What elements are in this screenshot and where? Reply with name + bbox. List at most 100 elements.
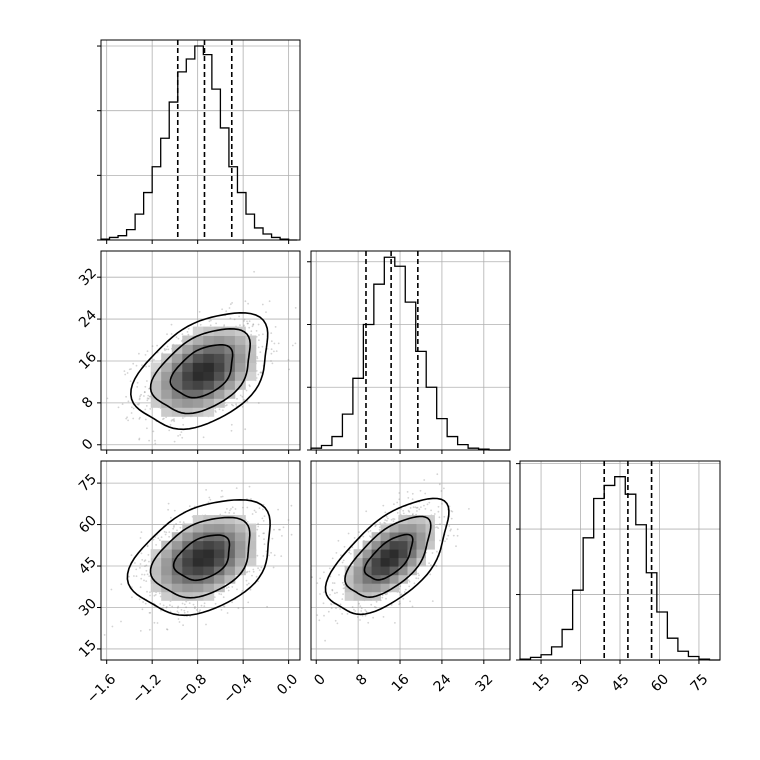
scatter-point: [423, 479, 426, 481]
scatter-point: [407, 497, 410, 499]
scatter-point: [147, 554, 150, 556]
scatter-point: [331, 588, 334, 591]
scatter-point: [419, 489, 422, 492]
scatter-point: [417, 572, 419, 575]
scatter-point: [177, 605, 180, 608]
scatter-point: [258, 339, 260, 342]
density-cell: [192, 362, 204, 372]
scatter-point: [402, 597, 405, 600]
density-cell: [213, 353, 225, 363]
density-cell: [416, 532, 426, 542]
density-cell: [389, 532, 399, 542]
scatter-point: [294, 307, 297, 309]
density-cell: [224, 326, 236, 336]
scatter-point: [233, 318, 236, 321]
density-cell: [203, 380, 215, 390]
scatter-point: [145, 569, 148, 572]
scatter-point: [186, 331, 189, 333]
scatter-point: [356, 616, 359, 618]
density-cell: [224, 574, 236, 584]
density-cell: [380, 532, 390, 542]
scatter-point: [149, 395, 151, 398]
scatter-point: [176, 610, 179, 613]
scatter-point: [148, 628, 151, 631]
pair-panel-body: [101, 251, 300, 450]
scatter-point: [179, 521, 182, 523]
scatter-point: [271, 537, 274, 540]
scatter-point: [339, 603, 342, 606]
density-cell: [213, 380, 225, 390]
density-cell: [224, 557, 236, 567]
scatter-point: [182, 624, 185, 627]
scatter-point: [153, 621, 156, 624]
scatter-point: [231, 601, 234, 604]
scatter-point: [146, 350, 149, 353]
scatter-point: [359, 605, 362, 607]
scatter-point: [182, 521, 185, 524]
x-tick-label: 0: [311, 671, 329, 689]
density-cell: [245, 371, 257, 381]
scatter-point: [407, 579, 410, 582]
scatter-point: [170, 333, 173, 335]
density-cell: [213, 362, 225, 372]
scatter-point: [120, 583, 123, 586]
scatter-point: [221, 308, 224, 311]
scatter-point: [418, 508, 421, 511]
scatter-point: [110, 588, 113, 591]
scatter-point: [305, 595, 307, 597]
scatter-point: [194, 606, 196, 608]
scatter-point: [214, 602, 217, 605]
scatter-point: [237, 607, 240, 610]
scatter-point: [261, 517, 264, 520]
scatter-point: [379, 522, 382, 524]
scatter-point: [123, 370, 126, 372]
density-cell: [150, 389, 162, 399]
scatter-point: [140, 531, 143, 533]
scatter-point: [226, 404, 228, 406]
scatter-point: [415, 507, 418, 509]
density-cell: [213, 389, 225, 399]
density-cell: [407, 549, 417, 559]
scatter-point: [252, 323, 255, 325]
contour-level-2: [149, 516, 251, 599]
scatter-point: [228, 307, 231, 309]
density-cell: [182, 371, 194, 381]
scatter-point: [166, 628, 169, 631]
density-cell: [171, 389, 183, 399]
scatter-point: [147, 397, 150, 400]
scatter-point: [177, 618, 180, 620]
density-cell: [245, 362, 257, 372]
scatter-point: [385, 597, 387, 600]
scatter-point: [127, 400, 130, 403]
density-cell: [425, 532, 435, 542]
scatter-point: [256, 357, 259, 360]
scatter-point: [270, 352, 273, 355]
scatter-point: [154, 439, 156, 442]
density-cell: [371, 566, 381, 576]
scatter-point: [359, 619, 361, 621]
scatter-point: [149, 611, 152, 614]
scatter-point: [262, 532, 265, 535]
scatter-point: [218, 593, 221, 595]
density-cell: [182, 335, 194, 345]
scatter-point: [424, 508, 427, 510]
scatter-point: [246, 322, 249, 325]
scatter-point: [258, 535, 260, 537]
density-cell: [203, 353, 215, 363]
scatter-point: [143, 579, 145, 582]
density-cell: [389, 549, 399, 559]
scatter-point: [232, 404, 235, 407]
y-tick-label: 75: [76, 471, 100, 495]
scatter-point: [271, 362, 274, 365]
scatter-point: [203, 602, 206, 605]
scatter-point: [132, 407, 135, 410]
scatter-point: [173, 440, 176, 443]
scatter-point: [242, 607, 245, 609]
x-tick-label: 0.0: [274, 671, 301, 698]
scatter-point: [145, 580, 148, 582]
scatter-point: [246, 521, 249, 523]
density-cell: [161, 557, 173, 567]
density-cell: [182, 557, 194, 567]
density-cell: [407, 566, 417, 576]
density-cell: [171, 591, 183, 601]
